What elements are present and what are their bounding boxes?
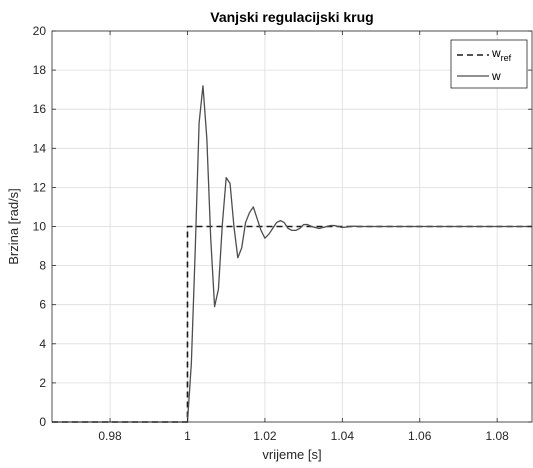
- y-tick-label: 12: [33, 180, 47, 194]
- legend-label-w: w: [491, 69, 501, 83]
- x-tick-label: 0.98: [98, 429, 122, 443]
- x-tick-label: 1.08: [485, 429, 509, 443]
- y-tick-label: 8: [39, 259, 46, 273]
- legend: wref w: [450, 39, 528, 89]
- legend-label-wref: wref: [491, 46, 512, 63]
- x-tick-label: 1: [184, 429, 191, 443]
- y-tick-label: 10: [33, 220, 47, 234]
- ticks: 0.98 1 1.02 1.04 1.06 1.08 0 2 4 6 8 10 12 14 16 18 20: [33, 24, 532, 443]
- legend-label-wref-sub: ref: [501, 53, 512, 63]
- y-tick-label: 16: [33, 102, 47, 116]
- y-tick-label: 0: [39, 415, 46, 429]
- y-tick-label: 6: [39, 298, 46, 312]
- x-axis-label: vrijeme [s]: [262, 447, 321, 462]
- legend-label-wref-main: w: [491, 46, 501, 60]
- y-tick-label: 20: [33, 24, 47, 38]
- y-tick-label: 14: [33, 141, 47, 155]
- y-tick-label: 2: [39, 376, 46, 390]
- legend-box: [450, 39, 528, 89]
- x-tick-label: 1.02: [253, 429, 277, 443]
- series-layer: [52, 85, 532, 423]
- x-tick-label: 1.04: [331, 429, 355, 443]
- y-axis-label: Brzina [rad/s]: [6, 188, 21, 265]
- y-tick-label: 18: [33, 63, 47, 77]
- series-w-line: [52, 85, 532, 423]
- chart-title: Vanjski regulacijski krug: [210, 9, 373, 25]
- y-tick-label: 4: [39, 337, 46, 351]
- x-tick-label: 1.06: [408, 429, 432, 443]
